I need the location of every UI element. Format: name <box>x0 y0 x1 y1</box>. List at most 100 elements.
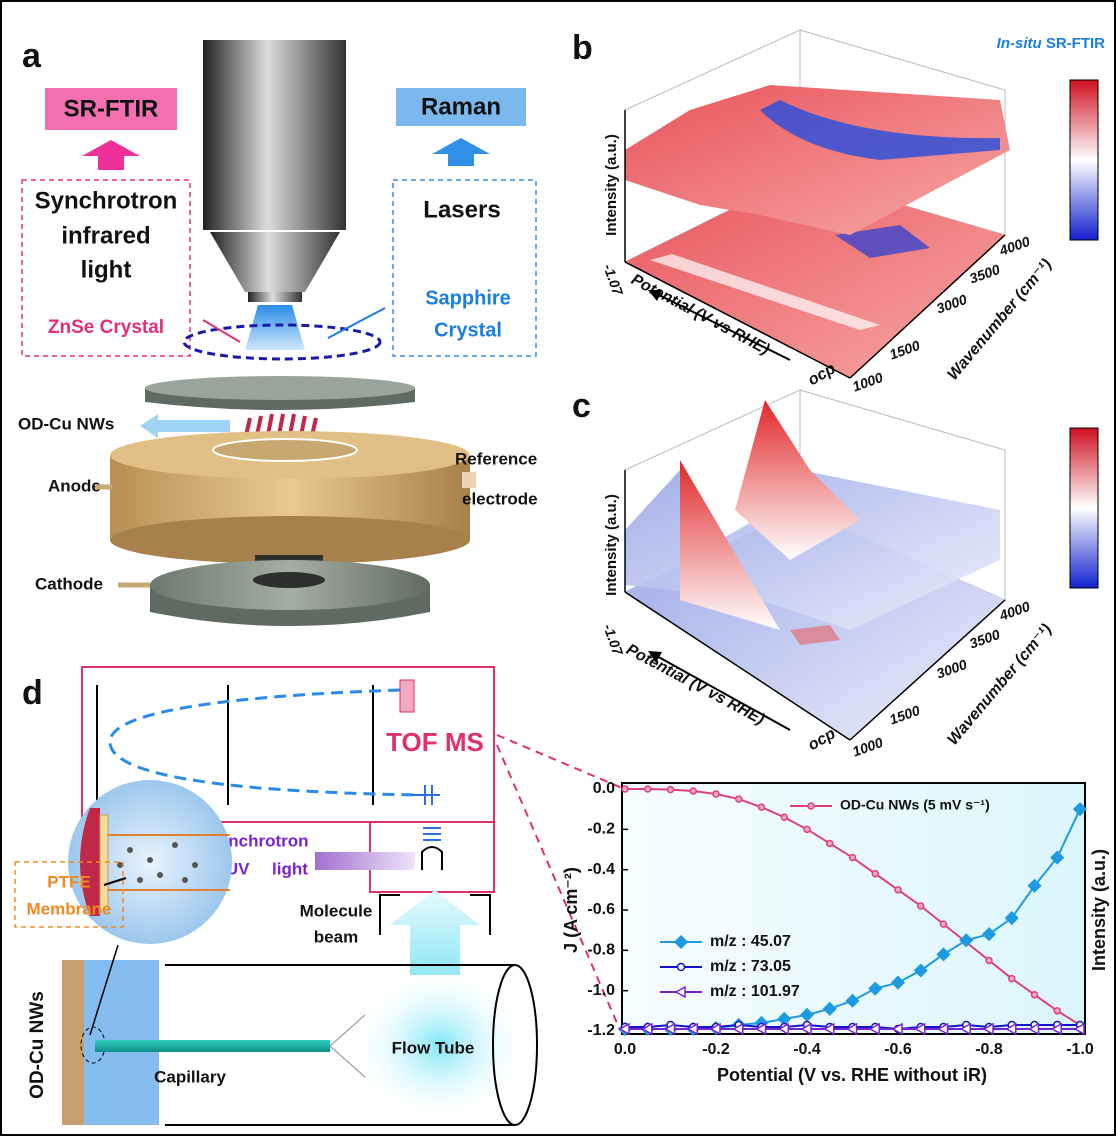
x-tick-label: -0.8 <box>975 1041 1003 1058</box>
crystal-label: Crystal <box>434 319 502 341</box>
legend-label: m/z : 45.07 <box>710 933 791 950</box>
reference-nub <box>462 472 476 488</box>
data-point <box>895 887 901 893</box>
tick-label: -1.07 <box>600 622 626 659</box>
beam-label: Molecule <box>300 901 373 920</box>
legend-marker <box>678 964 685 971</box>
x-tick-label: -0.4 <box>793 1041 821 1058</box>
crystal-label: ZnSe Crystal <box>48 317 164 338</box>
data-point <box>941 921 947 927</box>
objective-tip <box>248 292 302 302</box>
x-tick-label: -1.0 <box>1066 1041 1094 1058</box>
data-point <box>1009 976 1015 982</box>
panel-label: b <box>572 29 593 67</box>
sr-ftir-title: SR-FTIR <box>64 95 159 122</box>
data-point <box>713 791 719 797</box>
text-line: light <box>81 256 132 283</box>
data-point <box>759 804 765 810</box>
legend-label: m/z : 101.97 <box>710 983 800 1000</box>
data-point <box>1054 1008 1060 1014</box>
legend-marker <box>808 803 814 809</box>
tick-label: 1500 <box>887 337 922 363</box>
data-point <box>918 903 924 909</box>
figure: a SR-FTIR Synchrotron infrared light ZnS… <box>0 0 1116 1136</box>
reference-label: Reference <box>455 449 537 468</box>
objective-cone <box>210 232 340 292</box>
text-line: infrared <box>61 222 150 249</box>
data-point <box>1032 992 1038 998</box>
data-point <box>850 855 856 861</box>
ion-optics <box>423 828 441 840</box>
capillary <box>95 1040 330 1052</box>
ring <box>213 439 357 461</box>
cathode-label: Cathode <box>35 574 103 593</box>
y-tick-label: 0.0 <box>593 780 615 797</box>
colorbar <box>1070 428 1098 588</box>
vuv-label: light <box>272 859 308 878</box>
panel-title: In-situ SR-FTIR <box>997 35 1105 52</box>
arrow <box>82 140 140 170</box>
surface <box>625 85 1010 235</box>
beam-label: beam <box>314 927 358 946</box>
x-tick-label: -0.6 <box>884 1041 912 1058</box>
pointer <box>328 308 385 338</box>
y-tick-label: -1.0 <box>587 982 615 999</box>
y-axis-label: J (A cm⁻²) <box>561 867 581 953</box>
tick-label: 1500 <box>887 702 922 728</box>
y-tick-label: -0.4 <box>587 861 615 878</box>
membrane-label: PTFE <box>47 872 90 891</box>
data-point <box>668 787 674 793</box>
vuv-beam <box>315 852 415 870</box>
objective <box>203 40 346 230</box>
data-point <box>872 871 878 877</box>
text-line: Lasers <box>423 196 500 223</box>
data-point <box>622 786 628 792</box>
crystal-label: Sapphire <box>425 287 511 309</box>
data-point <box>804 826 810 832</box>
z-label: Intensity (a.u.) <box>603 134 620 236</box>
title-rest: SR-FTIR <box>1042 35 1105 52</box>
legend-label: m/z : 73.05 <box>710 958 791 975</box>
title-italic: In-situ <box>997 35 1042 52</box>
text-line: Synchrotron <box>35 187 178 214</box>
data-point <box>781 814 787 820</box>
y-tick-label: -0.6 <box>587 901 615 918</box>
y2-axis-label: Intensity (a.u.) <box>1089 849 1109 971</box>
panel-label: c <box>572 387 591 425</box>
molecule-beam <box>390 890 480 975</box>
panel-label: a <box>22 37 42 75</box>
y-tick-label: -1.2 <box>587 1022 615 1039</box>
y-tick-label: -0.8 <box>587 942 615 959</box>
tick-label: -1.07 <box>600 262 626 299</box>
stem-top <box>253 572 325 588</box>
reference-label: electrode <box>462 489 538 508</box>
light-beam <box>245 305 305 350</box>
ionizer <box>422 847 442 870</box>
x-axis-label: Potential (V vs. RHE without iR) <box>717 1065 987 1085</box>
legend-label: OD-Cu NWs (5 mV s⁻¹) <box>840 797 990 813</box>
data-point <box>986 957 992 963</box>
colorbar <box>1070 80 1098 240</box>
window <box>145 376 415 400</box>
data-point <box>736 796 742 802</box>
data-point <box>827 840 833 846</box>
tof-label: TOF MS <box>386 727 484 757</box>
anode-label: Anode <box>48 476 101 495</box>
pointer <box>203 320 240 342</box>
z-label: Intensity (a.u.) <box>603 494 620 596</box>
ion-optics <box>412 785 440 805</box>
capillary-label: Capillary <box>154 1067 226 1086</box>
data-point <box>645 786 651 792</box>
x-tick-label: -0.2 <box>702 1041 730 1058</box>
membrane-label: Membrane <box>26 899 111 918</box>
x-tick-label: 0.0 <box>614 1041 636 1058</box>
data-point <box>690 788 696 794</box>
sample-label: OD-Cu NWs <box>27 991 48 1099</box>
raman-title: Raman <box>421 93 501 120</box>
sample-label: OD-Cu NWs <box>18 414 114 433</box>
panel-label: d <box>22 674 43 712</box>
tick-label: 1000 <box>850 734 885 760</box>
detector <box>400 680 414 712</box>
y-tick-label: -0.2 <box>587 821 615 838</box>
flow-tube-label: Flow Tube <box>392 1038 475 1057</box>
